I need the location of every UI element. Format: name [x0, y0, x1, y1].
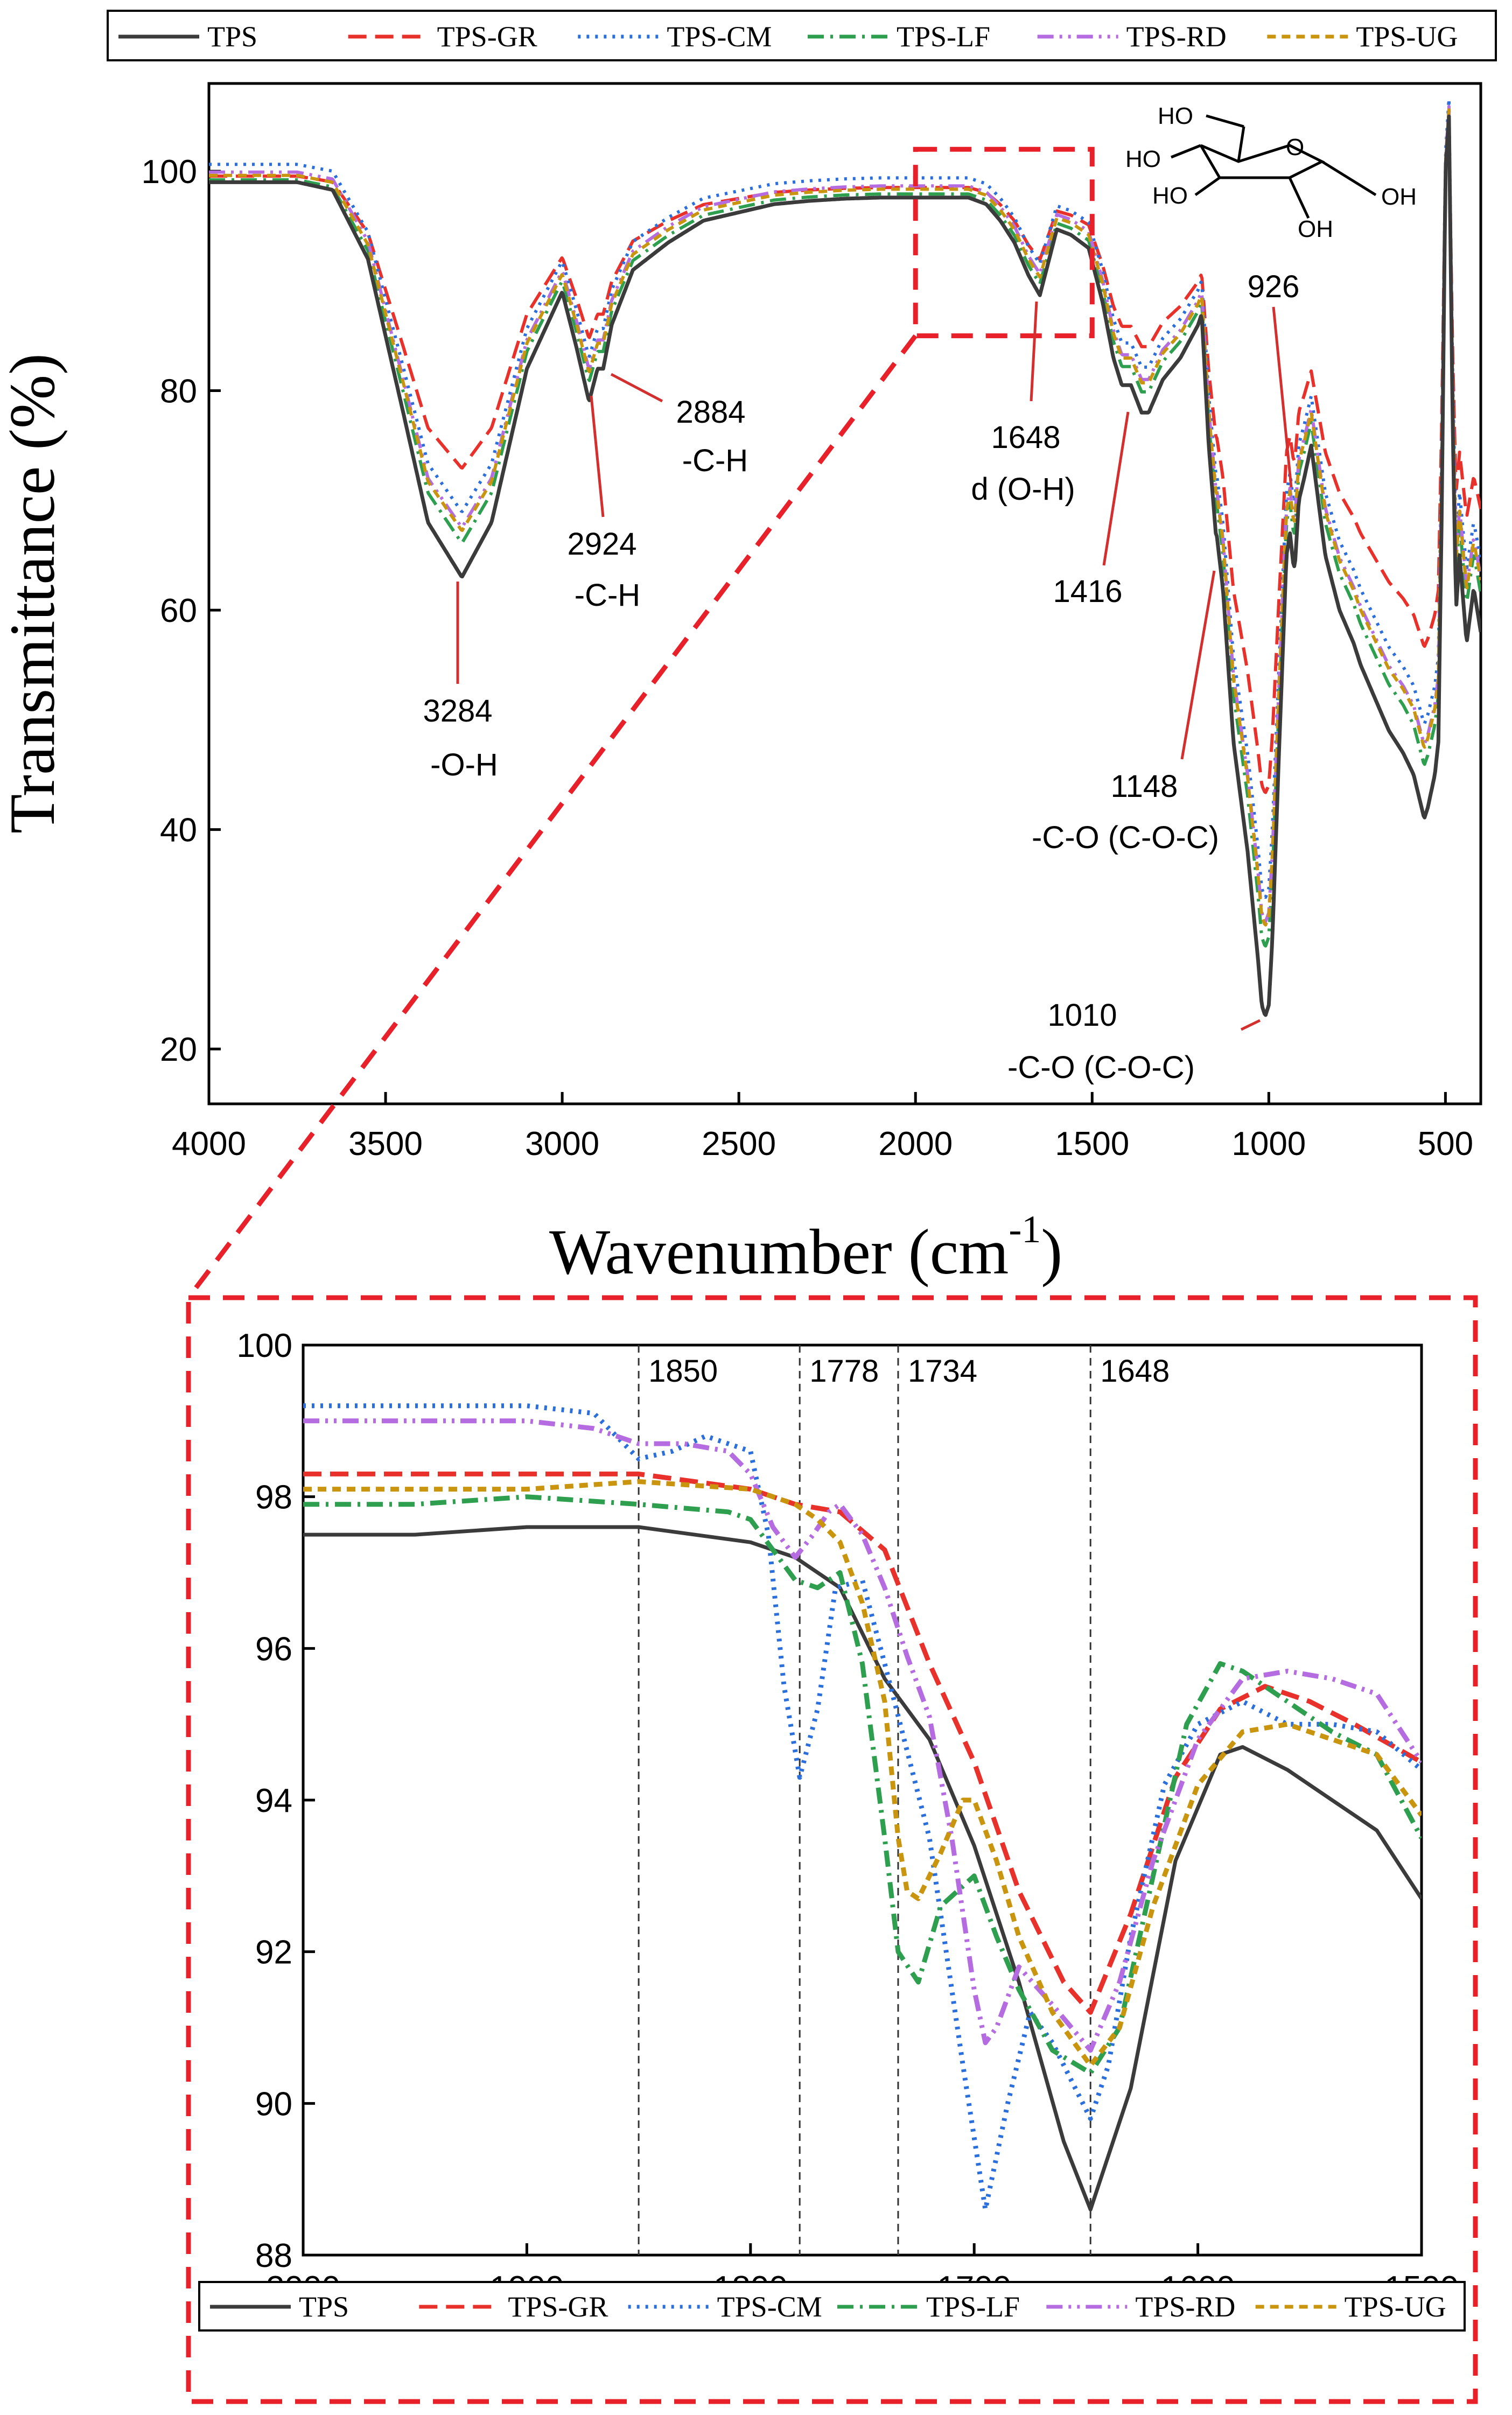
- annotation-3284-label: 3284: [423, 694, 492, 729]
- x-tick-label: 1000: [1231, 1125, 1306, 1163]
- legend-label-tps-lf: TPS-LF: [897, 20, 990, 53]
- inset-series-tps-ug: [303, 1479, 1422, 2068]
- legend-label-tps-rd: TPS-RD: [1126, 20, 1227, 53]
- bottom-plot-frame: [302, 1343, 1423, 2257]
- structure-label-ho: HO: [1158, 103, 1193, 129]
- glucose-side-bond: [1288, 177, 1310, 219]
- structure-label-oh: OH: [1381, 184, 1417, 210]
- legend-label-tps: TPS: [299, 2291, 349, 2323]
- x-tick-label: 4000: [172, 1125, 246, 1163]
- x-axis-label: Wavenumber (cm-1): [549, 1208, 1062, 1287]
- inset-y-tick-label: 90: [255, 2085, 292, 2123]
- glucose-side-bond: [1194, 176, 1221, 197]
- legend-label-tps: TPS: [207, 20, 257, 53]
- glucose-side-bond: [1206, 114, 1244, 128]
- structure-label-o: O: [1286, 134, 1304, 160]
- top-legend: TPS TPS-GR TPS-CM TPS-LF TPS-RD TPS-UG: [107, 10, 1497, 61]
- legend-label-tps-ug: TPS-UG: [1356, 20, 1458, 53]
- inset-y-tick-label: 88: [255, 2237, 292, 2274]
- legend-label-tps-cm: TPS-CM: [717, 2291, 822, 2323]
- inset-series-tps-cm: [303, 1403, 1422, 2212]
- inset-y-tick-label: 94: [255, 1782, 292, 1819]
- y-tick-label: 60: [160, 592, 197, 629]
- legend-label-tps-rd: TPS-RD: [1135, 2291, 1235, 2323]
- y-tick-label: 20: [160, 1031, 197, 1068]
- annotation-1148-sub: -C-O (C-O-C): [1032, 820, 1219, 855]
- annotation-1010-sub: -C-O (C-O-C): [1007, 1050, 1195, 1085]
- top-series-tps-cm: [209, 97, 1481, 899]
- glucose-ring-bond: [1200, 144, 1325, 179]
- legend-label-tps-gr: TPS-GR: [508, 2291, 608, 2323]
- annotation-1648-label: 1648: [991, 420, 1060, 455]
- legend-label-tps-ug: TPS-UG: [1345, 2291, 1446, 2323]
- annotation-1010-label: 1010: [1047, 998, 1117, 1033]
- zoom-inset: 200019001800170016001500889092949698100 …: [186, 1295, 1478, 2404]
- legend-label-tps-lf: TPS-LF: [926, 2291, 1020, 2323]
- top-series-tps-ug: [209, 108, 1481, 927]
- annotation-1416-label: 1416: [1053, 574, 1122, 609]
- zoom-region-box: [913, 146, 1095, 339]
- top-series-tps-gr: [209, 109, 1481, 794]
- annotation-leader-1148: [1180, 570, 1216, 760]
- glucose-side-bond: [1321, 160, 1377, 197]
- annotation-3284-sub: -O-H: [430, 747, 498, 782]
- inset-y-tick-label: 98: [255, 1479, 292, 1516]
- zoom-inset-frame: [186, 1295, 1478, 2404]
- annotation-2884-sub: -C-H: [682, 443, 748, 478]
- glucose-side-bond: [1171, 144, 1201, 159]
- structure-label-oh: OH: [1298, 216, 1333, 242]
- bottom-legend-frame: [198, 2281, 1466, 2332]
- glucose-structure-diagram: HO HO HO O OH OH: [1125, 103, 1417, 242]
- x-tick-label: 3000: [525, 1125, 599, 1163]
- top-legend-frame: [107, 10, 1497, 61]
- annotation-926-label: 926: [1248, 269, 1300, 304]
- y-tick-label: 100: [142, 153, 197, 191]
- glucose-side-bond: [1237, 126, 1245, 162]
- annotation-2884-label: 2884: [676, 395, 745, 430]
- y-tick-label: 80: [160, 373, 197, 410]
- x-tick-label: 1500: [1055, 1125, 1129, 1163]
- y-axis-label: Transmittance (%): [0, 353, 68, 834]
- inset-y-tick-label: 96: [255, 1630, 292, 1668]
- annotation-2924-sub: -C-H: [575, 578, 640, 613]
- zoom-connector-line: [186, 334, 918, 1299]
- reference-line-label-1850: 1850: [648, 1354, 718, 1389]
- inset-y-tick-label: 92: [255, 1934, 292, 1971]
- inset-series-tps-gr: [303, 1471, 1422, 2015]
- structure-label-ho: HO: [1152, 183, 1188, 209]
- x-tick-label: 2500: [702, 1125, 776, 1163]
- annotation-1148-label: 1148: [1111, 769, 1178, 804]
- x-tick-label: 2000: [878, 1125, 953, 1163]
- top-series-tps-lf: [209, 113, 1481, 948]
- bottom-legend: TPS TPS-GR TPS-CM TPS-LF TPS-RD TPS-UG: [198, 2281, 1466, 2332]
- annotation-leader-2924: [590, 395, 605, 517]
- top-plot-frame: [207, 82, 1482, 1105]
- reference-line-label-1778: 1778: [809, 1354, 879, 1389]
- top-series-tps-rd: [209, 104, 1481, 923]
- inset-series-tps: [303, 1525, 1422, 2211]
- y-tick-label: 40: [160, 812, 197, 849]
- top-series-tps: [209, 114, 1481, 1017]
- x-tick-label: 500: [1418, 1125, 1473, 1163]
- annotation-1648-sub: d (O-H): [971, 472, 1075, 507]
- annotation-leader-2884: [610, 373, 663, 403]
- annotation-leader-1416: [1102, 411, 1130, 566]
- legend-label-tps-gr: TPS-GR: [437, 20, 537, 53]
- top-plot: 4000 3500 3000 2500 2000 1500 1000 500 20 40 60 80 1…: [0, 82, 1482, 1299]
- reference-line-label-1734: 1734: [908, 1354, 977, 1389]
- inset-series-tps-rd: [303, 1418, 1422, 2053]
- x-tick-label: 3500: [348, 1125, 423, 1163]
- reference-line-label-1648: 1648: [1100, 1354, 1170, 1389]
- inset-y-tick-label: 100: [237, 1327, 292, 1364]
- annotation-leader-1648: [1030, 301, 1038, 402]
- annotation-leader-926: [1272, 306, 1293, 488]
- annotation-leader-1010: [1240, 1019, 1261, 1031]
- annotation-2924-label: 2924: [567, 527, 636, 562]
- structure-label-ho: HO: [1125, 146, 1161, 172]
- peak-annotations: 3284 -O-H 2924 -C-H 2884 -C-H 1648 d (O-…: [423, 269, 1299, 1085]
- legend-label-tps-cm: TPS-CM: [667, 20, 772, 53]
